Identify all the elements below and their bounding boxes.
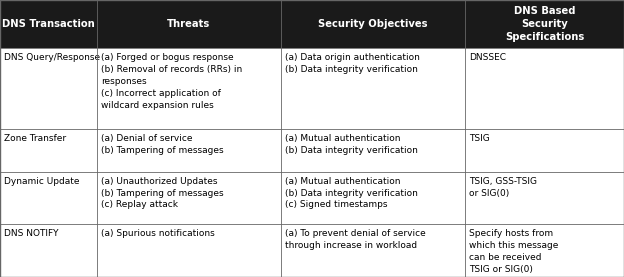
Text: (a) Unauthorized Updates
(b) Tampering of messages
(c) Replay attack: (a) Unauthorized Updates (b) Tampering o…	[101, 177, 224, 209]
Bar	[97, 129, 281, 172]
Bar	[0, 224, 97, 277]
Text: DNS Transaction: DNS Transaction	[2, 19, 95, 29]
Bar	[0, 48, 97, 129]
Bar	[97, 172, 281, 224]
Text: (a) Denial of service
(b) Tampering of messages: (a) Denial of service (b) Tampering of m…	[101, 134, 224, 155]
Bar	[0, 172, 97, 224]
Bar	[465, 0, 624, 48]
Text: (a) Data origin authentication
(b) Data integrity verification: (a) Data origin authentication (b) Data …	[285, 53, 420, 74]
Bar	[281, 0, 465, 48]
Text: Threats: Threats	[167, 19, 210, 29]
Text: Specify hosts from
which this message
can be received
TSIG or SIG(0): Specify hosts from which this message ca…	[469, 229, 558, 274]
Text: DNSSEC: DNSSEC	[469, 53, 506, 62]
Text: Security Objectives: Security Objectives	[318, 19, 427, 29]
Text: (a) Mutual authentication
(b) Data integrity verification: (a) Mutual authentication (b) Data integ…	[285, 134, 418, 155]
Bar	[465, 48, 624, 129]
Bar	[97, 48, 281, 129]
Text: (a) To prevent denial of service
through increase in workload: (a) To prevent denial of service through…	[285, 229, 426, 250]
Text: (a) Spurious notifications: (a) Spurious notifications	[101, 229, 215, 238]
Bar	[0, 0, 97, 48]
Bar	[465, 172, 624, 224]
Bar	[465, 129, 624, 172]
Text: Zone Transfer: Zone Transfer	[4, 134, 67, 143]
Text: TSIG, GSS-TSIG
or SIG(0): TSIG, GSS-TSIG or SIG(0)	[469, 177, 537, 198]
Text: DNS Based
Security
Specifications: DNS Based Security Specifications	[505, 6, 584, 42]
Bar	[281, 129, 465, 172]
Bar	[281, 48, 465, 129]
Bar	[97, 224, 281, 277]
Text: Dynamic Update: Dynamic Update	[4, 177, 80, 186]
Bar	[97, 0, 281, 48]
Text: DNS Query/Response: DNS Query/Response	[4, 53, 100, 62]
Bar	[465, 224, 624, 277]
Bar	[0, 129, 97, 172]
Text: (a) Forged or bogus response
(b) Removal of records (RRs) in
responses
(c) Incor: (a) Forged or bogus response (b) Removal…	[101, 53, 242, 110]
Text: (a) Mutual authentication
(b) Data integrity verification
(c) Signed timestamps: (a) Mutual authentication (b) Data integ…	[285, 177, 418, 209]
Text: DNS NOTIFY: DNS NOTIFY	[4, 229, 59, 238]
Bar	[281, 224, 465, 277]
Bar	[281, 172, 465, 224]
Text: TSIG: TSIG	[469, 134, 490, 143]
